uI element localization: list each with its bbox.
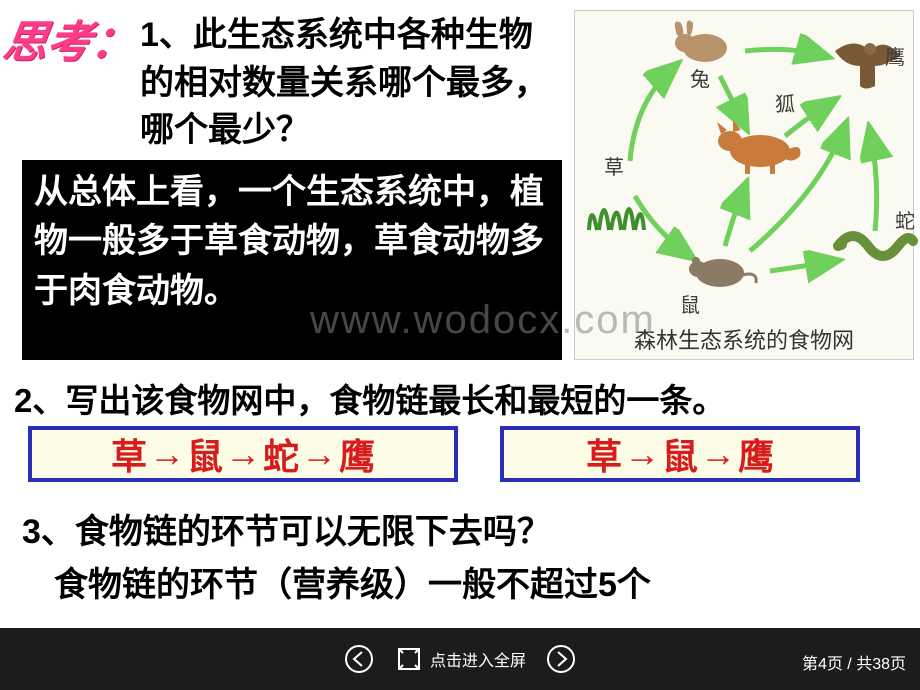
node-grass: 草 — [579, 151, 649, 235]
next-button[interactable] — [546, 644, 576, 674]
question-2: 2、写出该食物网中，食物链最长和最短的一条。 — [14, 374, 725, 422]
arrow-icon: → — [624, 433, 660, 475]
fullscreen-button[interactable]: 点击进入全屏 — [394, 644, 526, 674]
q3-line1: 3、食物链的环节可以无限下去吗？ — [22, 506, 651, 559]
question-3: 3、食物链的环节可以无限下去吗？ 食物链的环节（营养级）一般不超过5个 — [22, 506, 651, 611]
chain1-3: 鹰 — [339, 428, 375, 480]
arrow-icon: → — [301, 433, 337, 475]
food-chain-longest: 草 → 鼠 → 蛇 → 鹰 — [28, 426, 458, 482]
arrow-icon: → — [225, 433, 261, 475]
chain2-1: 鼠 — [662, 428, 698, 480]
question-1: 1、此生态系统中各种生物的相对数量关系哪个最多，哪个最少？ — [140, 12, 560, 155]
grass-label: 草 — [604, 157, 624, 179]
footer-toolbar: 点击进入全屏 第4页 / 共38页 — [0, 628, 920, 690]
q3-line2: 食物链的环节（营养级）一般不超过5个 — [54, 559, 651, 612]
rabbit-label: 兔 — [690, 69, 710, 91]
chain2-0: 草 — [586, 428, 622, 480]
node-eagle: 鹰 — [825, 31, 905, 101]
watermark: www.wodocx.com — [310, 298, 656, 343]
think-label: 思考： — [0, 6, 140, 70]
food-chain-shortest: 草 → 鼠 → 鹰 — [500, 426, 860, 482]
node-snake: 蛇 — [833, 211, 918, 261]
arrow-icon: → — [149, 433, 185, 475]
chain1-0: 草 — [111, 428, 147, 480]
mouse-label: 鼠 — [680, 289, 700, 318]
chain2-2: 鹰 — [738, 428, 774, 480]
fox-label: 狐 — [775, 88, 795, 117]
node-rabbit: 兔 — [665, 13, 735, 92]
eagle-label: 鹰 — [885, 41, 905, 70]
chain1-2: 蛇 — [263, 428, 299, 480]
node-mouse: 鼠 — [680, 241, 760, 291]
fullscreen-label: 点击进入全屏 — [430, 647, 526, 671]
prev-button[interactable] — [344, 644, 374, 674]
chain1-1: 鼠 — [187, 428, 223, 480]
arrow-icon: → — [700, 433, 736, 475]
page-indicator: 第4页 / 共38页 — [802, 650, 906, 674]
node-fox: 狐 — [705, 106, 805, 176]
snake-label: 蛇 — [895, 205, 915, 234]
